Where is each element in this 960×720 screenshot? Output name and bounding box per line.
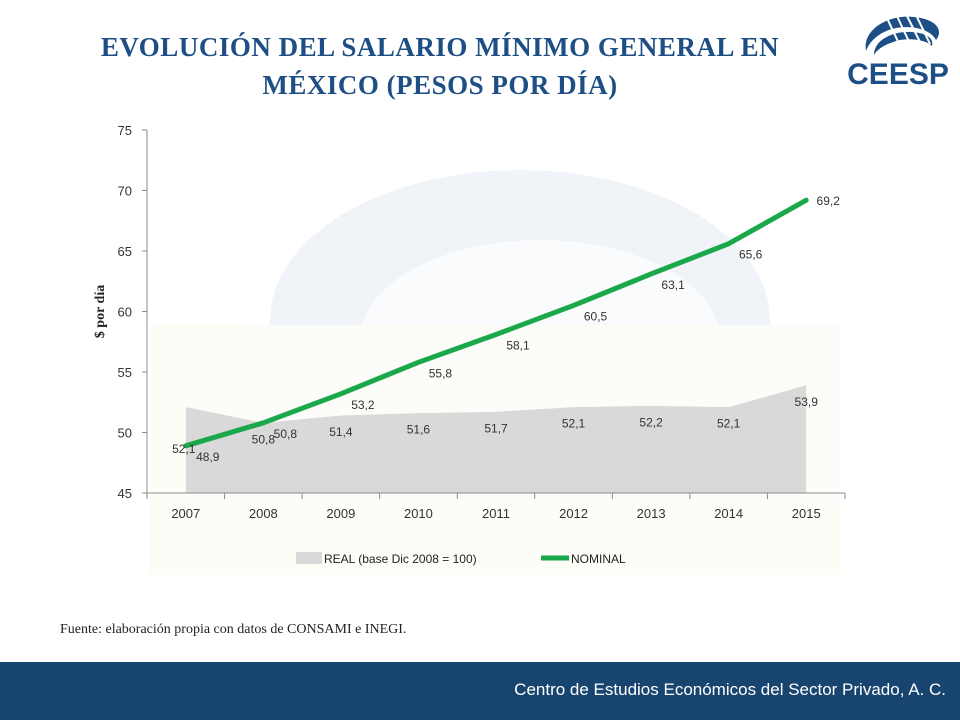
nominal-data-label: 65,6 bbox=[739, 248, 763, 262]
y-tick-label: 55 bbox=[118, 365, 132, 380]
y-tick-label: 60 bbox=[118, 305, 132, 320]
legend-label-nominal: NOMINAL bbox=[571, 552, 626, 566]
real-data-label: 53,9 bbox=[795, 395, 819, 409]
x-tick-label: 2015 bbox=[792, 506, 821, 521]
real-data-label: 51,7 bbox=[484, 422, 508, 436]
legend-swatch-real bbox=[296, 552, 322, 564]
x-tick-label: 2007 bbox=[171, 506, 200, 521]
x-tick-label: 2012 bbox=[559, 506, 588, 521]
y-tick-label: 65 bbox=[118, 244, 132, 259]
legend-label-real: REAL (base Dic 2008 = 100) bbox=[324, 552, 477, 566]
real-data-label: 51,4 bbox=[329, 425, 353, 439]
logo-swoosh bbox=[865, 13, 940, 55]
salary-chart: 45 50 55 60 65 70 75 2007 2008 2009 2010 2011 2012 20… bbox=[93, 123, 846, 575]
nominal-data-label: 48,9 bbox=[196, 450, 220, 464]
x-tick-label: 2010 bbox=[404, 506, 433, 521]
real-data-label: 51,6 bbox=[407, 423, 431, 437]
real-data-label: 50,8 bbox=[252, 432, 276, 446]
source-note: Fuente: elaboración propia con datos de … bbox=[60, 622, 407, 637]
y-tick-label: 70 bbox=[118, 184, 132, 199]
real-data-label: 52,1 bbox=[172, 442, 196, 456]
page-title: EVOLUCIÓN DEL SALARIO MÍNIMO GENERAL EN … bbox=[100, 32, 780, 100]
footer-text: Centro de Estudios Económicos del Sector… bbox=[514, 680, 946, 699]
y-tick-label: 50 bbox=[118, 426, 132, 441]
nominal-data-label: 60,5 bbox=[584, 309, 608, 323]
x-tick-label: 2009 bbox=[326, 506, 355, 521]
ceesp-logo-icon: CEESP bbox=[848, 13, 948, 91]
nominal-data-label: 69,2 bbox=[817, 194, 841, 208]
real-data-label: 52,2 bbox=[639, 415, 663, 429]
real-data-label: 52,1 bbox=[562, 417, 586, 431]
x-tick-label: 2014 bbox=[714, 506, 743, 521]
nominal-data-label: 63,1 bbox=[661, 278, 685, 292]
x-tick-label: 2011 bbox=[482, 506, 510, 521]
y-tick-label: 75 bbox=[118, 123, 132, 138]
y-axis-title: $ por día bbox=[93, 285, 108, 338]
nominal-data-label: 55,8 bbox=[429, 366, 453, 380]
logo-text: CEESP bbox=[848, 58, 948, 91]
real-area bbox=[185, 385, 807, 493]
nominal-data-label: 53,2 bbox=[351, 398, 375, 412]
nominal-data-label: 58,1 bbox=[506, 338, 530, 352]
nominal-data-label: 50,8 bbox=[274, 427, 298, 441]
y-tick-label: 45 bbox=[118, 486, 132, 501]
footer-bar: Centro de Estudios Económicos del Sector… bbox=[0, 662, 960, 720]
real-data-label: 52,1 bbox=[717, 417, 741, 431]
nominal-line bbox=[183, 197, 809, 449]
x-tick-label: 2008 bbox=[249, 506, 278, 521]
x-tick-label: 2013 bbox=[637, 506, 666, 521]
